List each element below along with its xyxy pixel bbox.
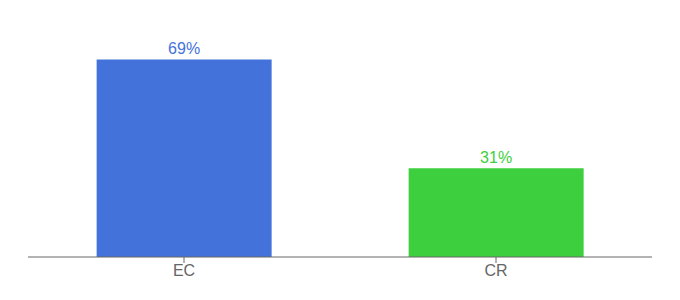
svg-text:CR: CR (484, 262, 507, 279)
svg-text:EC: EC (173, 262, 195, 279)
svg-text:31%: 31% (480, 149, 512, 166)
svg-text:69%: 69% (168, 40, 200, 57)
